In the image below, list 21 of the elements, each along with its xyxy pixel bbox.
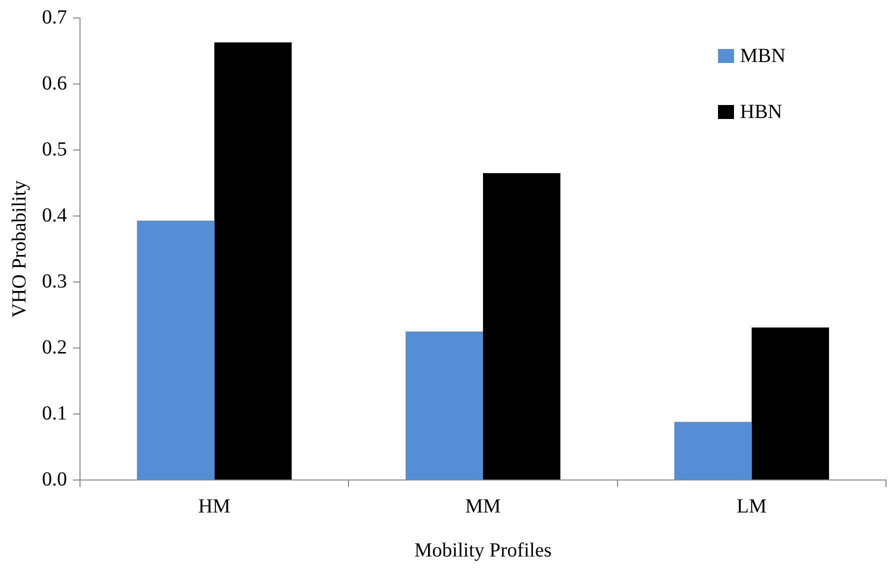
x-tick-label: LM: [736, 495, 767, 518]
bar: [483, 173, 560, 480]
y-tick-label: 0.6: [42, 72, 67, 94]
legend-label: HBN: [740, 100, 782, 125]
y-tick-label: 0.7: [42, 6, 67, 28]
y-tick-label: 0.4: [42, 204, 67, 226]
bar: [406, 332, 483, 480]
x-axis-title: Mobility Profiles: [414, 539, 552, 562]
legend-label: MBN: [740, 44, 786, 69]
y-tick-label: 0.1: [42, 402, 67, 424]
x-tick-label: MM: [465, 495, 501, 518]
bar: [136, 220, 214, 480]
y-tick-label: 0.3: [42, 270, 67, 292]
y-tick-label: 0.0: [42, 468, 67, 490]
bar: [752, 328, 830, 480]
y-axis-title: VHO Probability: [8, 180, 30, 318]
y-tick-label: 0.2: [42, 336, 67, 358]
y-tick-label: 0.5: [42, 138, 67, 160]
bar: [674, 422, 752, 480]
x-tick-label: HM: [198, 495, 231, 518]
bar: [214, 42, 292, 480]
